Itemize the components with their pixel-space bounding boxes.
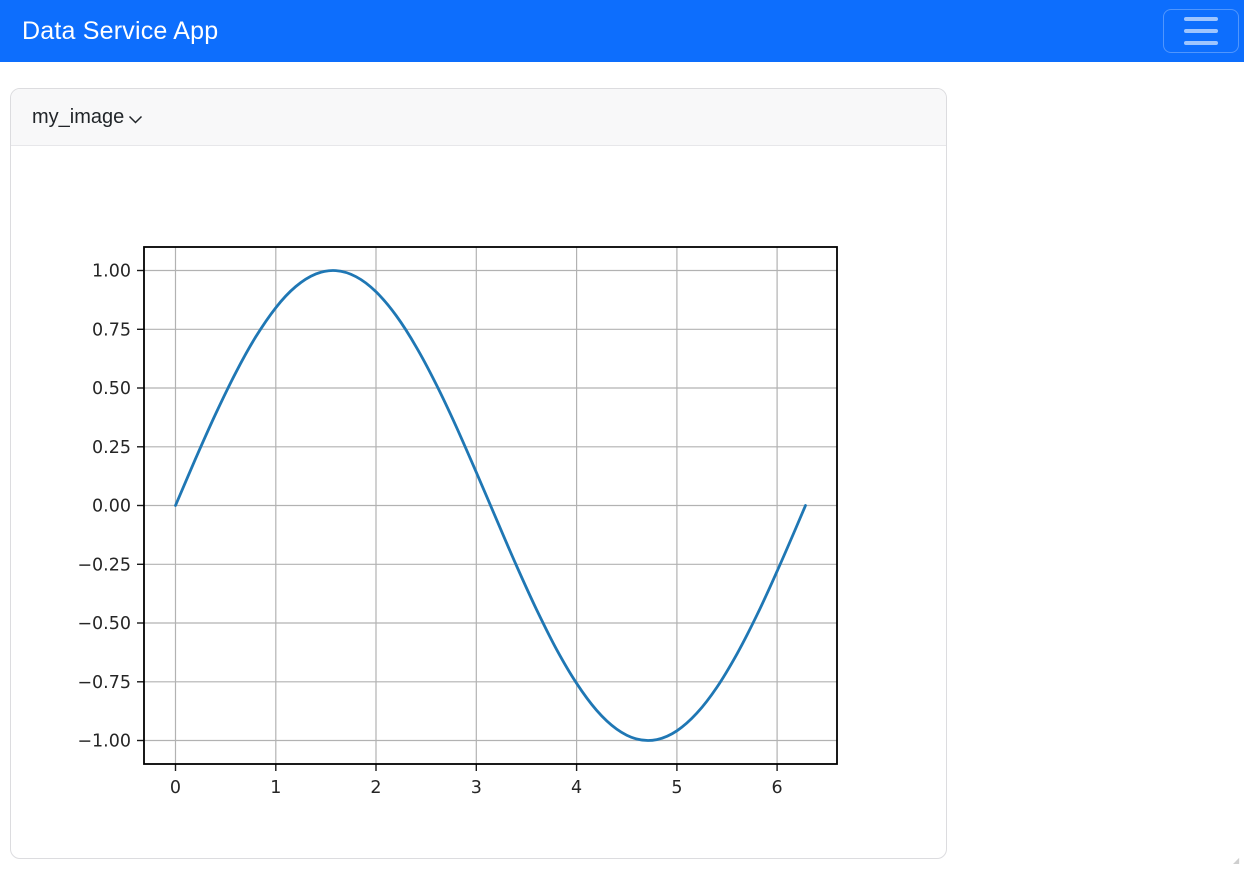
menu-toggle-button[interactable] — [1163, 9, 1239, 53]
panel-title: my_image — [32, 105, 125, 128]
panel-body: 0 1 2 3 4 5 6 1.00 0.75 0.50 0.25 0.00 −0.25 −0.50 −0.… — [11, 146, 946, 858]
sine-wave-chart: 0 1 2 3 4 5 6 1.00 0.75 0.50 0.25 0.00 −0.25 −0.50 −0.… — [32, 166, 932, 816]
svg-text:5: 5 — [671, 778, 682, 798]
svg-text:0.50: 0.50 — [92, 379, 131, 399]
app-navbar: Data Service App — [0, 0, 1244, 62]
svg-text:1.00: 1.00 — [92, 262, 131, 282]
hamburger-icon — [1184, 17, 1218, 45]
svg-text:−1.00: −1.00 — [77, 732, 131, 752]
svg-text:6: 6 — [772, 778, 783, 798]
svg-text:0.75: 0.75 — [92, 320, 131, 340]
svg-text:2: 2 — [370, 778, 381, 798]
panel-header-toggle[interactable]: my_image — [11, 89, 946, 146]
app-title: Data Service App — [22, 16, 219, 45]
svg-text:−0.25: −0.25 — [77, 555, 131, 575]
chevron-down-icon — [129, 115, 143, 124]
svg-text:0: 0 — [170, 778, 181, 798]
svg-text:3: 3 — [471, 778, 482, 798]
svg-text:0.00: 0.00 — [92, 497, 131, 517]
resize-grip-icon: ◢ — [1233, 856, 1240, 865]
svg-text:4: 4 — [571, 778, 582, 798]
svg-text:1: 1 — [270, 778, 281, 798]
image-panel: my_image 0 1 2 3 4 5 6 1.00 0.75 0.50 0.25 0.00 −0.2… — [10, 88, 947, 859]
svg-text:0.25: 0.25 — [92, 438, 131, 458]
svg-text:−0.75: −0.75 — [77, 673, 131, 693]
svg-text:−0.50: −0.50 — [77, 614, 131, 634]
